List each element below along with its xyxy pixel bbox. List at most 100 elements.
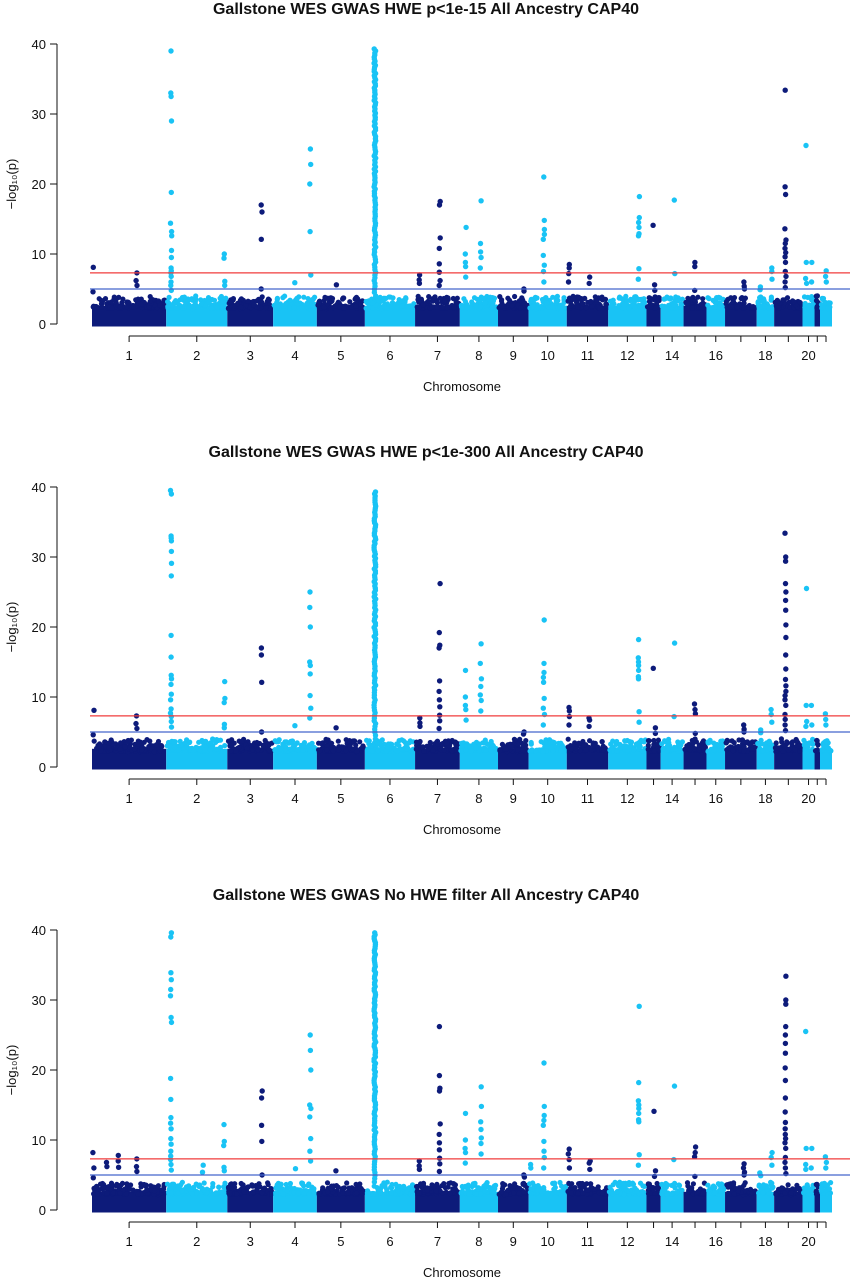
chr-1-band <box>92 748 167 770</box>
variant-point <box>444 740 450 747</box>
variant-point <box>168 713 174 720</box>
variant-point <box>782 716 788 723</box>
variant-point <box>135 296 141 302</box>
variant-point <box>758 304 764 310</box>
variant-point <box>782 530 788 536</box>
variant-point <box>530 303 536 310</box>
variant-point <box>322 294 328 300</box>
variant-point <box>639 1189 646 1195</box>
variant-point <box>475 1186 481 1192</box>
variant-point <box>529 1186 535 1192</box>
x-axis: 1 2 3 4 5 6 7 8 9 10 11 12 14 16 18 20 <box>125 778 827 806</box>
x-tick-label: 11 <box>581 791 595 806</box>
variant-point <box>518 305 524 311</box>
variant-point <box>635 636 642 643</box>
variant-point <box>535 1187 541 1193</box>
variant-point <box>295 747 301 753</box>
variant-point <box>167 993 174 999</box>
variant-point <box>636 1079 642 1086</box>
x-tick-label: 14 <box>665 1234 679 1249</box>
variant-point <box>814 1181 820 1187</box>
variant-point <box>650 1186 657 1193</box>
x-tick-label: 12 <box>620 1234 634 1249</box>
variant-point <box>791 299 797 305</box>
variant-point <box>318 740 324 747</box>
variant-point <box>144 1187 150 1193</box>
variant-point <box>499 741 505 748</box>
variant-point <box>236 744 242 751</box>
variant-point <box>436 678 443 684</box>
variant-point <box>617 1179 623 1185</box>
variant-point <box>347 299 353 305</box>
variant-point <box>741 744 747 750</box>
variant-point <box>651 748 658 755</box>
variant-point <box>375 748 381 754</box>
variant-point <box>436 269 442 275</box>
variant-point <box>433 1188 439 1194</box>
variant-point <box>123 1191 129 1197</box>
variant-point <box>783 688 789 695</box>
variant-point <box>437 295 443 301</box>
variant-point <box>671 197 677 203</box>
variant-point <box>307 692 313 699</box>
variant-point <box>324 1180 331 1186</box>
variant-point <box>503 1191 509 1197</box>
variant-point <box>541 1138 547 1145</box>
variant-point <box>166 294 172 300</box>
variant-point <box>336 747 342 753</box>
variant-point <box>138 301 144 307</box>
variant-point <box>381 1180 387 1186</box>
chr-5-band <box>316 305 365 327</box>
variant-point <box>344 1180 350 1186</box>
variant-point <box>803 585 810 592</box>
variant-point <box>168 681 174 688</box>
variant-point <box>700 1190 706 1196</box>
chr-20-band <box>802 1191 815 1213</box>
variant-point <box>168 560 175 566</box>
variant-point <box>782 226 788 232</box>
x-tick-label: 6 <box>386 791 393 806</box>
variant-point <box>809 1145 815 1152</box>
variant-point <box>570 296 576 302</box>
variant-point <box>310 296 317 302</box>
variant-point <box>307 1114 313 1120</box>
variant-point <box>782 1126 788 1132</box>
variant-point <box>249 747 256 753</box>
variant-point <box>541 262 547 268</box>
variant-point <box>805 744 811 750</box>
variant-point <box>357 739 363 745</box>
variant-point <box>200 1162 206 1168</box>
variant-point <box>716 294 722 300</box>
chr-11-band <box>566 748 609 770</box>
y-tick-label: 10 <box>32 1133 46 1148</box>
variant-point <box>801 1189 807 1195</box>
variant-point <box>621 744 627 750</box>
variant-point <box>106 745 112 751</box>
variant-point <box>565 298 571 304</box>
signal-points <box>90 46 829 299</box>
variant-point <box>583 304 589 311</box>
variant-point <box>477 303 484 310</box>
x-tick-label: 2 <box>193 1234 200 1249</box>
variant-point <box>471 741 477 747</box>
x-tick-label: 11 <box>581 1234 595 1249</box>
x-tick-label: 1 <box>125 1234 132 1249</box>
variant-point <box>240 1183 246 1190</box>
x-tick-label: 2 <box>193 348 200 363</box>
variant-point <box>659 1181 665 1187</box>
variant-point <box>207 740 214 746</box>
variant-point <box>782 722 788 728</box>
variant-point <box>167 697 174 703</box>
variant-point <box>447 1190 453 1197</box>
variant-point <box>484 1180 490 1186</box>
variant-point <box>437 718 443 724</box>
variant-point <box>540 1188 546 1194</box>
variant-point <box>636 1110 642 1117</box>
variant-point <box>671 640 678 646</box>
variant-point <box>201 1187 207 1193</box>
variant-point <box>234 1191 240 1197</box>
variant-point <box>473 1191 480 1197</box>
variant-point <box>239 738 245 744</box>
variant-point <box>478 1151 484 1157</box>
variant-point <box>259 1138 265 1145</box>
